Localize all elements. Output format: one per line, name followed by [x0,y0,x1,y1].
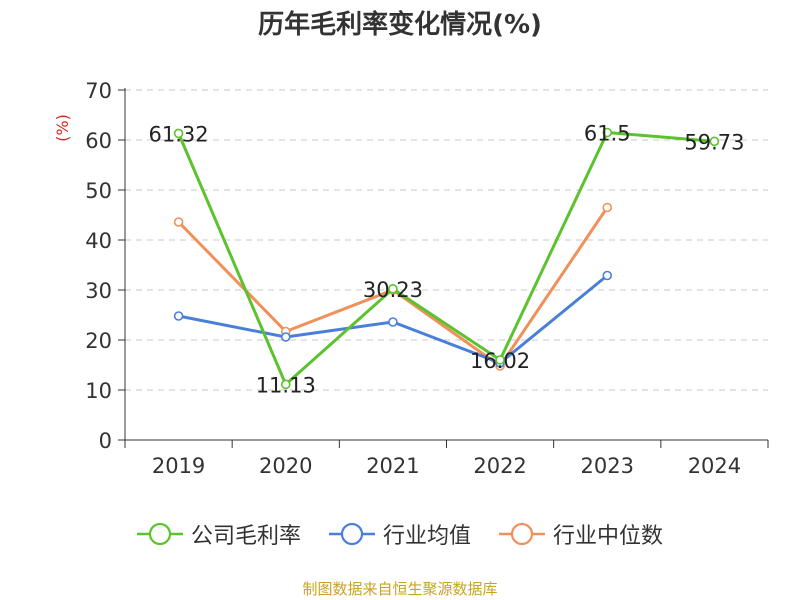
y-tick-label: 70 [85,79,112,103]
data-point [388,284,398,294]
y-tick-label: 10 [85,379,112,403]
legend-swatch-icon [328,522,375,546]
data-label: 59.73 [684,130,744,154]
x-tick-label: 2024 [688,454,741,478]
y-tick-label: 40 [85,229,112,253]
x-tick-label: 2020 [259,454,312,478]
data-point [709,136,720,147]
y-tick-label: 0 [99,429,112,453]
data-point [173,217,184,227]
x-tick-label: 2022 [473,454,526,478]
data-label: 61.5 [584,122,631,146]
y-axis-label: (%) [53,114,72,142]
data-point [173,128,184,139]
data-label: 16.02 [470,349,530,373]
legend-item[interactable]: 公司毛利率 [136,518,301,550]
x-tick-label: 2023 [581,454,634,478]
source-note: 制图数据来自恒生聚源数据库 [302,580,498,598]
y-tick-label: 50 [85,179,112,203]
data-label: 11.13 [256,373,316,397]
data-point [388,317,398,327]
data-point [602,127,613,138]
data-point [173,311,184,321]
legend-item[interactable]: 行业中位数 [499,518,663,550]
legend-label: 行业均值 [382,524,471,549]
legend-label: 行业中位数 [553,524,664,549]
chart-title: 历年毛利率变化情况(%) [258,10,542,40]
data-point [602,270,613,281]
x-tick-label: 2019 [152,454,205,478]
data-point [602,202,613,213]
series-line [177,131,715,386]
legend-label: 公司毛利率 [190,524,301,549]
data-point [280,332,291,342]
y-tick-label: 20 [85,329,112,353]
legend: 公司毛利率 行业均值 行业中位数 [0,518,800,550]
y-tick-label: 30 [85,279,112,303]
data-label: 30.23 [363,278,423,302]
data-point [495,355,505,365]
legend-swatch-icon [499,522,545,546]
data-label: 61.32 [149,122,209,146]
legend-item[interactable]: 行业均值 [328,518,471,550]
y-tick-label: 60 [85,129,112,153]
data-point [280,379,291,390]
x-tick-label: 2021 [366,454,419,478]
legend-swatch-icon [136,522,183,546]
